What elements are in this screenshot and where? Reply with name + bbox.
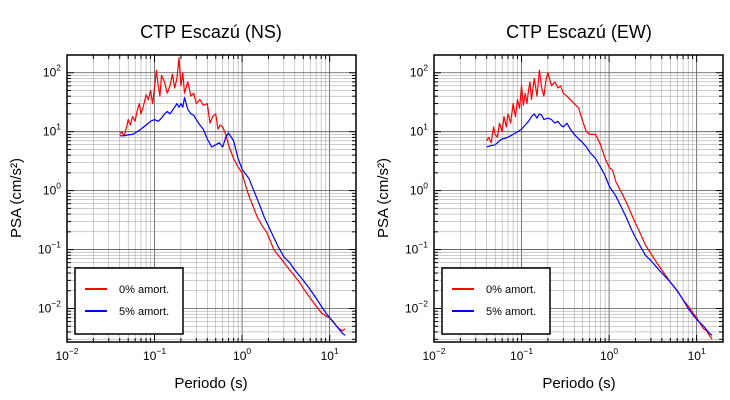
legend: 0% amort. 5% amort.	[74, 267, 184, 335]
y-tick-labels: 102 101 100 10−1 10−2	[38, 63, 61, 316]
grid	[433, 54, 724, 342]
plot-frame	[433, 54, 724, 343]
tick-label: 10−1	[143, 346, 166, 363]
tick-label: 10−2	[38, 298, 61, 315]
tick-label: 101	[321, 346, 339, 363]
series-layer	[119, 57, 346, 336]
tick-label: 102	[43, 63, 61, 80]
legend-label: 0% amort.	[119, 284, 169, 296]
legend: 0% amort. 5% amort.	[441, 267, 551, 335]
tick-marks	[433, 54, 724, 342]
legend-box	[441, 267, 551, 335]
y-axis-label: PSA (cm/s²)	[375, 158, 392, 238]
tick-label: 10−1	[38, 240, 61, 257]
series-line	[119, 57, 346, 332]
tick-label: 10−1	[510, 346, 533, 363]
y-axis-label: PSA (cm/s²)	[8, 158, 25, 238]
series-line	[486, 113, 713, 336]
legend-label: 5% amort.	[486, 306, 536, 318]
plot-frame	[66, 54, 357, 343]
chart-title: CTP Escazú (EW)	[506, 22, 652, 42]
tick-label: 10−2	[405, 298, 428, 315]
series-line	[486, 69, 713, 340]
tick-label: 10−2	[422, 346, 445, 363]
tick-marks	[66, 54, 357, 342]
chart-title: CTP Escazú (NS)	[140, 22, 282, 42]
x-tick-labels: 10−2 10−1 100 101	[422, 346, 705, 363]
y-tick-labels: 102 101 100 10−1 10−2	[405, 63, 428, 316]
x-axis-label: Periodo (s)	[174, 375, 247, 392]
legend-label: 0% amort.	[486, 284, 536, 296]
tick-label: 102	[410, 63, 428, 80]
tick-label: 10−1	[405, 240, 428, 257]
tick-label: 100	[43, 181, 61, 198]
legend-label: 5% amort.	[119, 306, 169, 318]
x-tick-labels: 10−2 10−1 100 101	[55, 346, 338, 363]
tick-label: 100	[410, 181, 428, 198]
tick-label: 100	[600, 346, 618, 363]
x-axis-label: Periodo (s)	[542, 375, 615, 392]
tick-label: 101	[688, 346, 706, 363]
series-layer	[486, 69, 713, 340]
tick-label: 100	[233, 346, 251, 363]
tick-label: 101	[43, 122, 61, 139]
series-line	[119, 96, 346, 336]
chart-panel-ns: CTP Escazú (NS) 10−2 10−1 100 101 102 101 100…	[8, 22, 357, 392]
tick-label: 10−2	[55, 346, 78, 363]
tick-label: 101	[410, 122, 428, 139]
chart-panel-ew: CTP Escazú (EW) 10−2 10−1 100 101 102 101 100…	[375, 22, 724, 392]
legend-box	[74, 267, 184, 335]
